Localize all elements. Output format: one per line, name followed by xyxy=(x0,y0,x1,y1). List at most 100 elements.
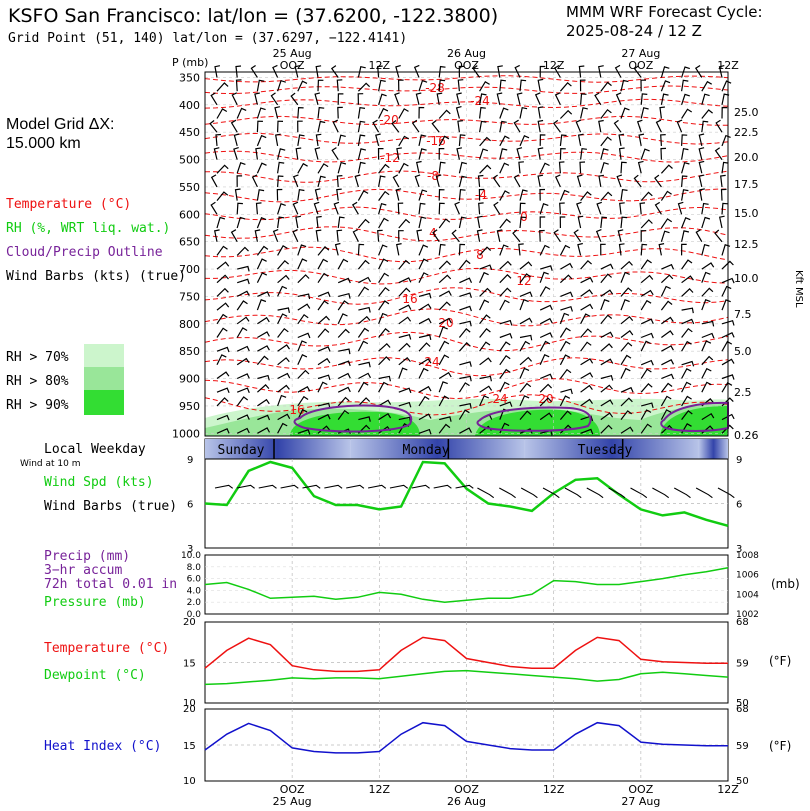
wind-barb xyxy=(576,174,583,188)
wind-barb xyxy=(539,271,549,283)
wind-barb xyxy=(479,287,492,297)
precip-pressure-panel: 10.0 8.0 6.04.0 2.0 0.0 1008 1006 1004 1002 (mb) xyxy=(181,551,800,620)
wind-barb xyxy=(661,263,675,270)
wind-barb xyxy=(660,382,673,393)
wind-barb xyxy=(472,65,481,78)
wind-barb xyxy=(398,342,411,352)
forecast-cycle-date: 2025-08-24 / 12 Z xyxy=(566,22,702,40)
wind-barb xyxy=(600,399,614,407)
wind-barb xyxy=(216,274,229,284)
isotherm-label: 20 xyxy=(538,392,553,406)
wind-barb xyxy=(499,162,510,174)
wind-barb xyxy=(458,382,470,393)
wind-barb xyxy=(256,134,267,147)
wind-barb xyxy=(559,134,567,146)
wind-barb xyxy=(580,415,594,422)
wind-barb xyxy=(257,316,270,325)
wind-barb xyxy=(332,119,339,133)
wind-barb xyxy=(499,381,510,393)
wind-barb xyxy=(257,291,271,297)
dewpoint-line xyxy=(204,669,729,686)
wind-barb xyxy=(336,79,343,92)
wind-barb xyxy=(237,265,250,272)
wind-barb xyxy=(459,375,472,382)
wind-barb xyxy=(438,301,451,311)
pressure-tick-label: 350 xyxy=(179,71,200,84)
wind-barb xyxy=(640,93,648,105)
wind-barb xyxy=(519,317,533,325)
wind-barb xyxy=(377,229,383,242)
rh-80-swatch xyxy=(84,367,124,390)
wind-barb xyxy=(394,92,400,106)
wind-barb xyxy=(620,189,628,201)
wind-barb xyxy=(255,147,261,160)
wind-barb xyxy=(660,190,672,201)
wind-barb xyxy=(236,414,250,421)
wind-barb xyxy=(277,244,288,256)
weekday-label: Sunday xyxy=(218,443,265,458)
wind-barb xyxy=(337,258,349,270)
wind-barb xyxy=(216,414,230,421)
wind-barb xyxy=(378,356,391,366)
wind-barb xyxy=(681,189,689,201)
pressure-tick-label: 450 xyxy=(179,126,200,139)
wind-barb xyxy=(640,318,654,325)
wind-barb xyxy=(438,274,452,284)
wind-barb xyxy=(216,164,229,174)
wind-barb xyxy=(317,328,330,338)
isotherm-line xyxy=(204,378,729,400)
wind-barb xyxy=(398,135,410,147)
wind-barb xyxy=(458,243,466,256)
heat-index-panel: 20 15 10 68 59 50 (°F) OOZ 12Z OOZ 12Z OOZ 12Z 25 Aug… xyxy=(183,704,791,808)
wind-barb xyxy=(459,305,472,312)
wind-barb xyxy=(418,79,428,92)
wind-barb xyxy=(620,260,633,270)
wind-barb xyxy=(297,162,308,174)
wind-barb xyxy=(539,229,545,242)
wind-barb xyxy=(580,107,588,119)
wind-barb xyxy=(499,218,511,229)
page-title: KSFO San Francisco: lat/lon = (37.6200, … xyxy=(8,5,498,27)
wind-barb xyxy=(577,133,584,147)
wind-barb xyxy=(257,331,270,339)
wind-barb xyxy=(721,244,731,256)
wind-barb xyxy=(620,341,633,352)
wind-barb xyxy=(573,229,582,243)
wind-barb xyxy=(451,229,460,243)
grid-point-subtitle: Grid Point (51, 140) lat/lon = (37.6297,… xyxy=(8,31,407,46)
wind-barb xyxy=(499,299,510,311)
wind-barb xyxy=(357,327,370,338)
wind-barb xyxy=(237,278,250,285)
wind-barb xyxy=(620,386,634,393)
wind-barb xyxy=(654,174,662,188)
wind-barb xyxy=(418,303,432,311)
wind-barb xyxy=(598,174,604,187)
wind-barb xyxy=(537,106,544,119)
surface-wind-barb xyxy=(477,487,495,499)
bottom-date-label: 25 Aug xyxy=(273,795,312,808)
wind-barb xyxy=(418,428,432,435)
wind-barb xyxy=(577,215,584,229)
wind-barb xyxy=(272,229,279,242)
isotherm-line xyxy=(204,226,729,242)
bottom-time-tick: 12Z xyxy=(543,783,565,796)
wind-barb xyxy=(398,277,412,284)
wind-barb xyxy=(251,174,258,188)
wind-barb xyxy=(499,79,506,92)
wind-barb xyxy=(721,134,731,147)
wind-barb xyxy=(277,394,287,407)
wind-barb xyxy=(479,136,491,147)
wind-barb xyxy=(330,65,339,78)
wind-barb xyxy=(317,258,328,270)
wind-barb xyxy=(499,354,511,366)
wind-barb xyxy=(418,272,429,283)
wind-left-tick: 3 xyxy=(187,544,193,555)
wind-barb xyxy=(580,384,593,393)
wind-barb xyxy=(620,161,627,174)
wind-barb xyxy=(431,120,440,133)
wind-barb xyxy=(595,229,602,242)
wind-barb xyxy=(560,305,573,312)
wind-barb xyxy=(540,265,553,271)
wind-barb xyxy=(721,202,728,215)
wind-barb xyxy=(633,174,642,188)
